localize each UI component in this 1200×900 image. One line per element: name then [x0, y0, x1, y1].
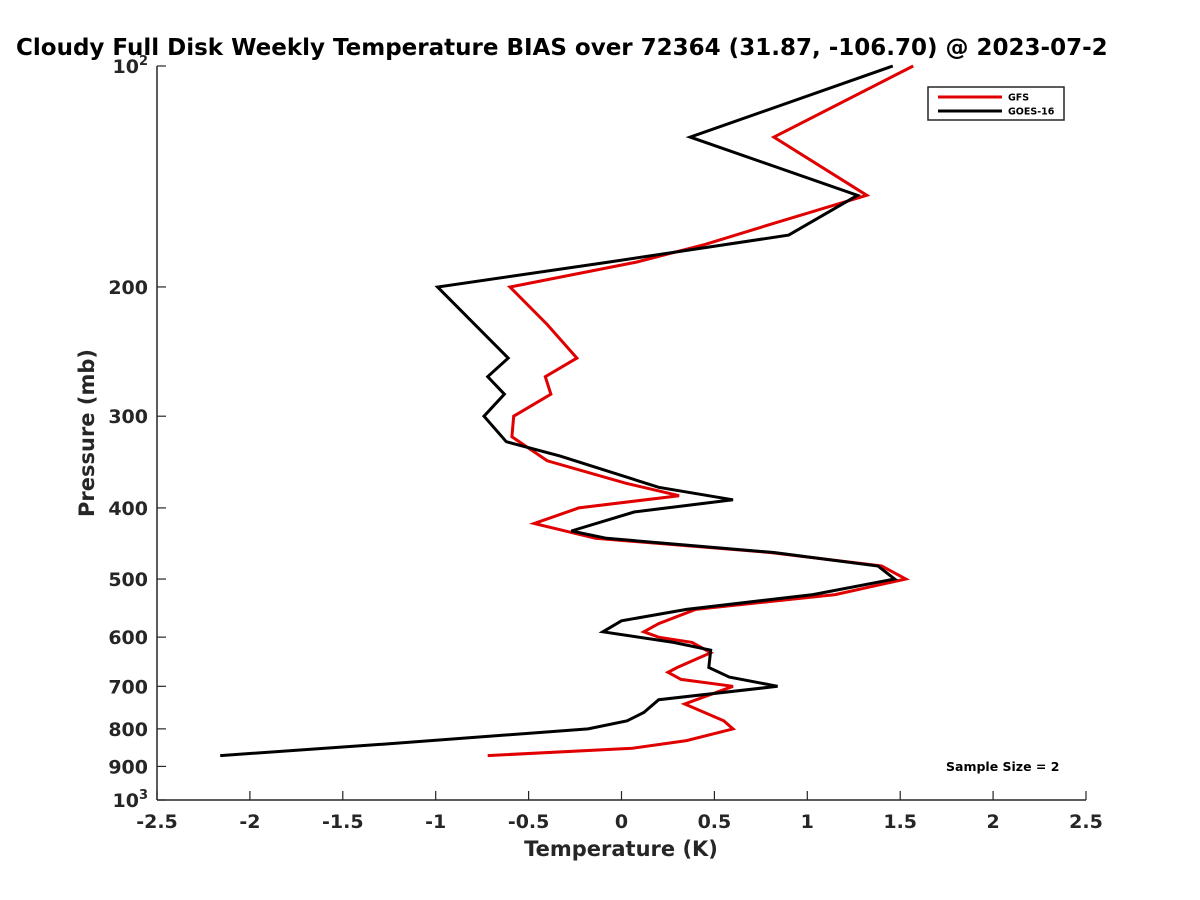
- x-tick-label: -1: [425, 811, 446, 833]
- y-tick-label: 500: [108, 569, 148, 591]
- x-axis-label: Temperature (K): [524, 837, 718, 861]
- sample-size-annotation: Sample Size = 2: [946, 759, 1059, 774]
- y-tick-label: 103: [113, 788, 149, 812]
- legend: GFS GOES-16: [927, 86, 1065, 121]
- series-line-goes-16: [220, 64, 899, 758]
- legend-label-gfs: GFS: [1008, 93, 1029, 104]
- y-tick-label: 102: [113, 54, 149, 78]
- y-tick-label: 200: [108, 277, 148, 299]
- x-tick-label: 0: [615, 811, 628, 833]
- y-axis-label: Pressure (mb): [75, 349, 99, 517]
- y-tick-label: 700: [108, 676, 148, 698]
- y-tick-label: 600: [108, 627, 148, 649]
- legend-box: [927, 86, 1065, 121]
- x-tick-label: 1.5: [883, 811, 917, 833]
- x-tick-label: -2: [239, 811, 260, 833]
- x-tick-label: -0.5: [508, 811, 550, 833]
- y-tick-label: 800: [108, 719, 148, 741]
- y-tick-label: 400: [108, 498, 148, 520]
- axes: -2.5 -2 -1.5 -1 -0.5 0 0.5 1 1.5 2 2.5 102 200 300 400…: [108, 54, 1103, 833]
- y-tick-label: 300: [108, 406, 148, 428]
- x-tick-label: 1: [801, 811, 814, 833]
- x-tick-label: 2: [986, 811, 999, 833]
- x-tick-label: -1.5: [322, 811, 364, 833]
- chart-title: Cloudy Full Disk Weekly Temperature BIAS…: [16, 35, 1108, 61]
- x-tick-label: -2.5: [136, 811, 178, 833]
- legend-label-goes-16: GOES-16: [1008, 107, 1055, 118]
- series-lines: [220, 64, 914, 758]
- x-tick-label: 2.5: [1069, 811, 1103, 833]
- x-tick-label: 0.5: [698, 811, 732, 833]
- y-tick-label: 900: [108, 756, 148, 778]
